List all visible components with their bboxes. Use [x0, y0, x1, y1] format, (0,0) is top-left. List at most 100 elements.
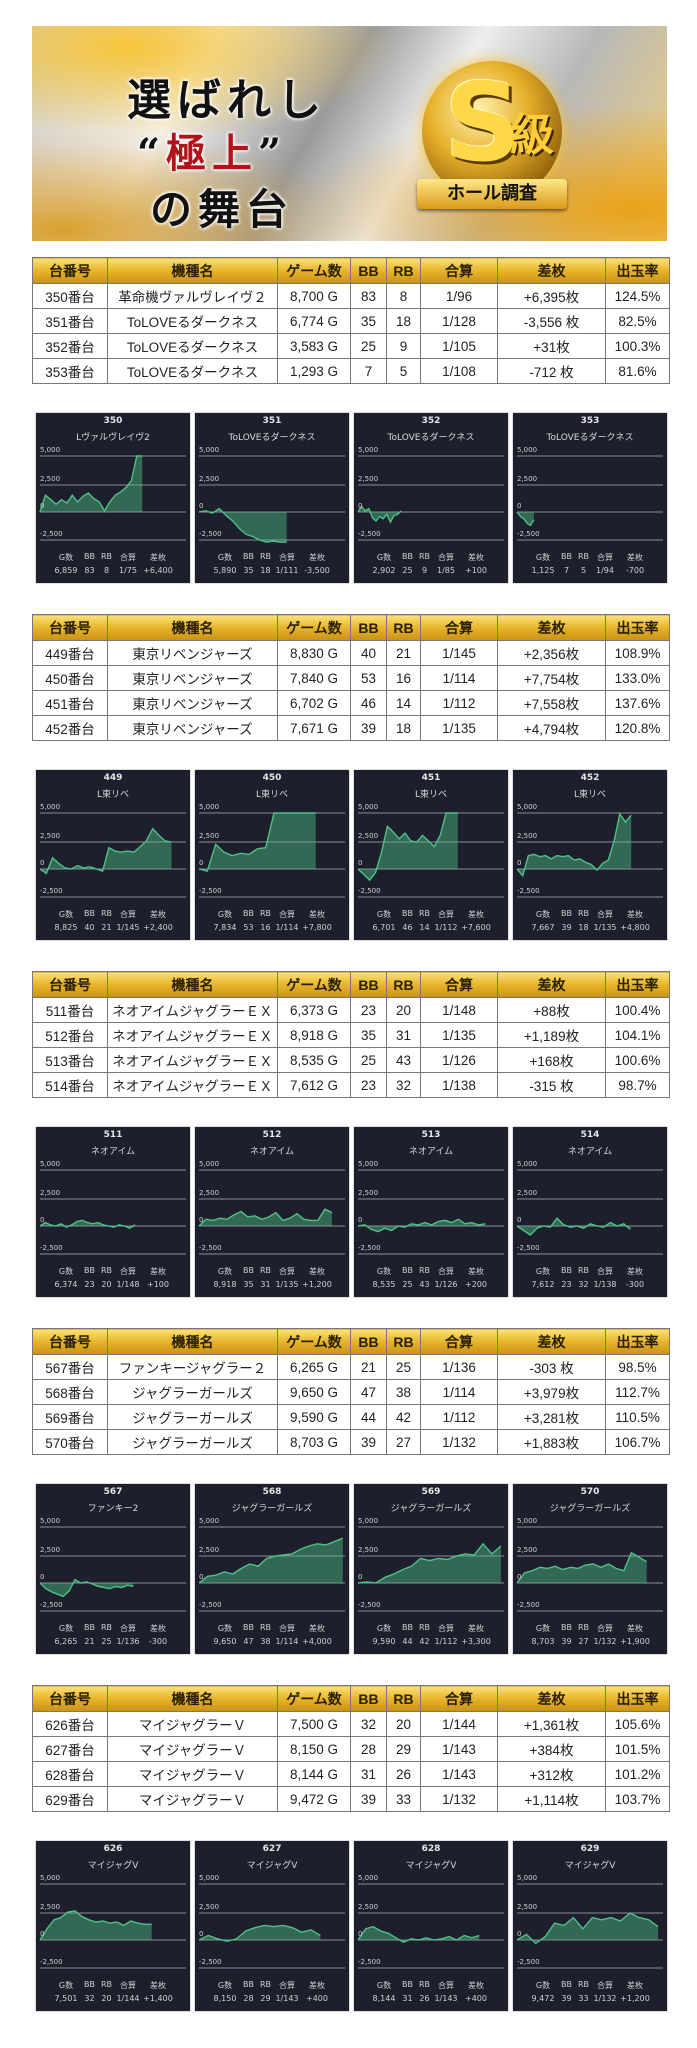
footer-value-bb: 83	[84, 566, 95, 575]
footer-value-rb: 18	[260, 566, 271, 575]
graph-footer-values: 6,859 83 8 1/75 +6,400	[36, 566, 190, 575]
grid-label: 2,500	[199, 1903, 220, 1911]
column-header: 合算	[420, 1328, 498, 1355]
footer-label: 差枚	[150, 1267, 166, 1276]
footer-label: RB	[577, 1623, 590, 1632]
slump-graph	[39, 812, 186, 898]
cell-total: 1/126	[420, 1047, 498, 1073]
cell-model: マイジャグラーＶ	[107, 1761, 278, 1787]
footer-label: RB	[259, 1266, 272, 1275]
footer-label: RB	[577, 552, 590, 561]
cell-rb: 20	[386, 1711, 421, 1737]
cell-unit: 512番台	[32, 1022, 108, 1048]
table-row: 512番台 ネオアイムジャグラーＥＸ 8,918 G 35 31 1/135 +1,189枚…	[32, 1022, 670, 1048]
cell-games: 8,703 G	[277, 1429, 351, 1455]
table-row: 451番台 東京リベンジャーズ 6,702 G 46 14 1/112 +7,558枚 137…	[32, 690, 670, 716]
slump-line	[39, 1578, 134, 1598]
graph-footer-values: 8,150 28 29 1/143 +400	[195, 1994, 349, 2003]
footer-label: 合算	[438, 553, 454, 562]
cell-bb: 32	[350, 1711, 387, 1737]
footer-value-bb: 44	[402, 1637, 413, 1646]
footer-label: 合算	[120, 553, 136, 562]
footer-label: RB	[100, 1623, 113, 1632]
grid-label: -2,500	[199, 1958, 222, 1966]
footer-value-total: 1/85	[437, 566, 455, 575]
graph-unit-number: 627	[262, 1844, 282, 1854]
footer-label: 合算	[279, 1267, 295, 1276]
cell-unit: 569番台	[32, 1404, 108, 1430]
footer-label: G数	[217, 1624, 233, 1633]
slump-graph	[39, 1169, 186, 1255]
footer-value-bb: 39	[561, 1637, 572, 1646]
cell-games: 9,650 G	[277, 1379, 351, 1405]
footer-value-total: 1/126	[434, 1280, 458, 1289]
cell-total: 1/145	[420, 640, 498, 666]
cell-bb: 44	[350, 1404, 387, 1430]
footer-label: RB	[259, 909, 272, 918]
footer-label: G数	[535, 1267, 551, 1276]
footer-value-diff: +4,000	[302, 1637, 332, 1646]
footer-label: 合算	[597, 1624, 613, 1633]
footer-value-rb: 38	[260, 1637, 271, 1646]
banner-title-line2: “極上”	[137, 121, 287, 179]
grid-label: 0	[358, 859, 363, 867]
grid-label: 5,000	[358, 446, 379, 454]
footer-value-bb: 39	[561, 1994, 572, 2003]
grid-label: 2,500	[40, 1546, 61, 1554]
cell-diff: -303 枚	[497, 1354, 606, 1380]
graph-footer-labels: G数 BB RB 合算 差枚	[195, 1623, 349, 1634]
footer-value-g: 6,859	[54, 566, 78, 575]
slump-line	[198, 1208, 333, 1227]
column-header: RB	[386, 614, 421, 641]
footer-value-g: 8,535	[372, 1280, 396, 1289]
grid-label: -2,500	[358, 1244, 381, 1252]
footer-label: G数	[58, 1981, 74, 1990]
cell-games: 9,472 G	[277, 1786, 351, 1812]
footer-label: BB	[561, 1266, 572, 1275]
cell-rb: 9	[386, 333, 421, 359]
footer-label: 差枚	[309, 1267, 325, 1276]
grid-label: 0	[199, 502, 204, 510]
graph-footer-labels: G数 BB RB 合算 差枚	[513, 1266, 667, 1277]
grid-label: -2,500	[40, 1958, 63, 1966]
footer-value-g: 9,650	[213, 1637, 237, 1646]
graph-footer-values: 8,918 35 31 1/135 +1,200	[195, 1280, 349, 1289]
footer-label: 合算	[279, 1981, 295, 1990]
footer-value-rb: 8	[103, 566, 110, 575]
footer-label: G数	[376, 1981, 392, 1990]
footer-label: 合算	[438, 1981, 454, 1990]
footer-value-diff: +4,800	[620, 923, 650, 932]
footer-value-rb: 42	[419, 1637, 430, 1646]
cell-rate: 124.5%	[605, 283, 670, 309]
footer-value-g: 8,150	[213, 1994, 237, 2003]
footer-label: G数	[376, 910, 392, 919]
cell-model: 東京リベンジャーズ	[107, 640, 278, 666]
graph-machine-name: マイジャグV	[564, 1861, 616, 1871]
cell-bb: 39	[350, 1786, 387, 1812]
cell-games: 8,830 G	[277, 640, 351, 666]
grid-label: 5,000	[517, 803, 538, 811]
quote-close: ”	[258, 130, 288, 177]
cell-rb: 20	[386, 997, 421, 1023]
graph-machine-name: ジャグラーガールズ	[231, 1504, 313, 1514]
cell-rb: 32	[386, 1072, 421, 1098]
footer-value-diff: +1,900	[620, 1637, 650, 1646]
footer-label: 差枚	[627, 553, 643, 562]
footer-value-g: 9,472	[531, 1994, 555, 2003]
cell-model: ToLOVEるダークネス	[107, 358, 278, 384]
column-header: 機種名	[107, 1328, 278, 1355]
footer-label: G数	[58, 553, 74, 562]
graph-machine-name: ネオアイム	[90, 1147, 136, 1157]
slump-line	[198, 507, 287, 543]
table-row: 350番台 革命機ヴァルヴレイヴ２ 8,700 G 83 8 1/96 +6,395枚 124…	[32, 283, 670, 309]
cell-rate: 110.5%	[605, 1404, 670, 1430]
graph-machine-name: ネオアイム	[249, 1147, 295, 1157]
cell-games: 1,293 G	[277, 358, 351, 384]
cell-bb: 47	[350, 1379, 387, 1405]
slump-graph	[198, 1169, 345, 1255]
cell-games: 6,774 G	[277, 308, 351, 334]
footer-value-g: 5,890	[213, 566, 237, 575]
footer-value-rb: 27	[578, 1637, 589, 1646]
footer-label: 差枚	[150, 553, 166, 562]
cell-unit: 353番台	[32, 358, 108, 384]
